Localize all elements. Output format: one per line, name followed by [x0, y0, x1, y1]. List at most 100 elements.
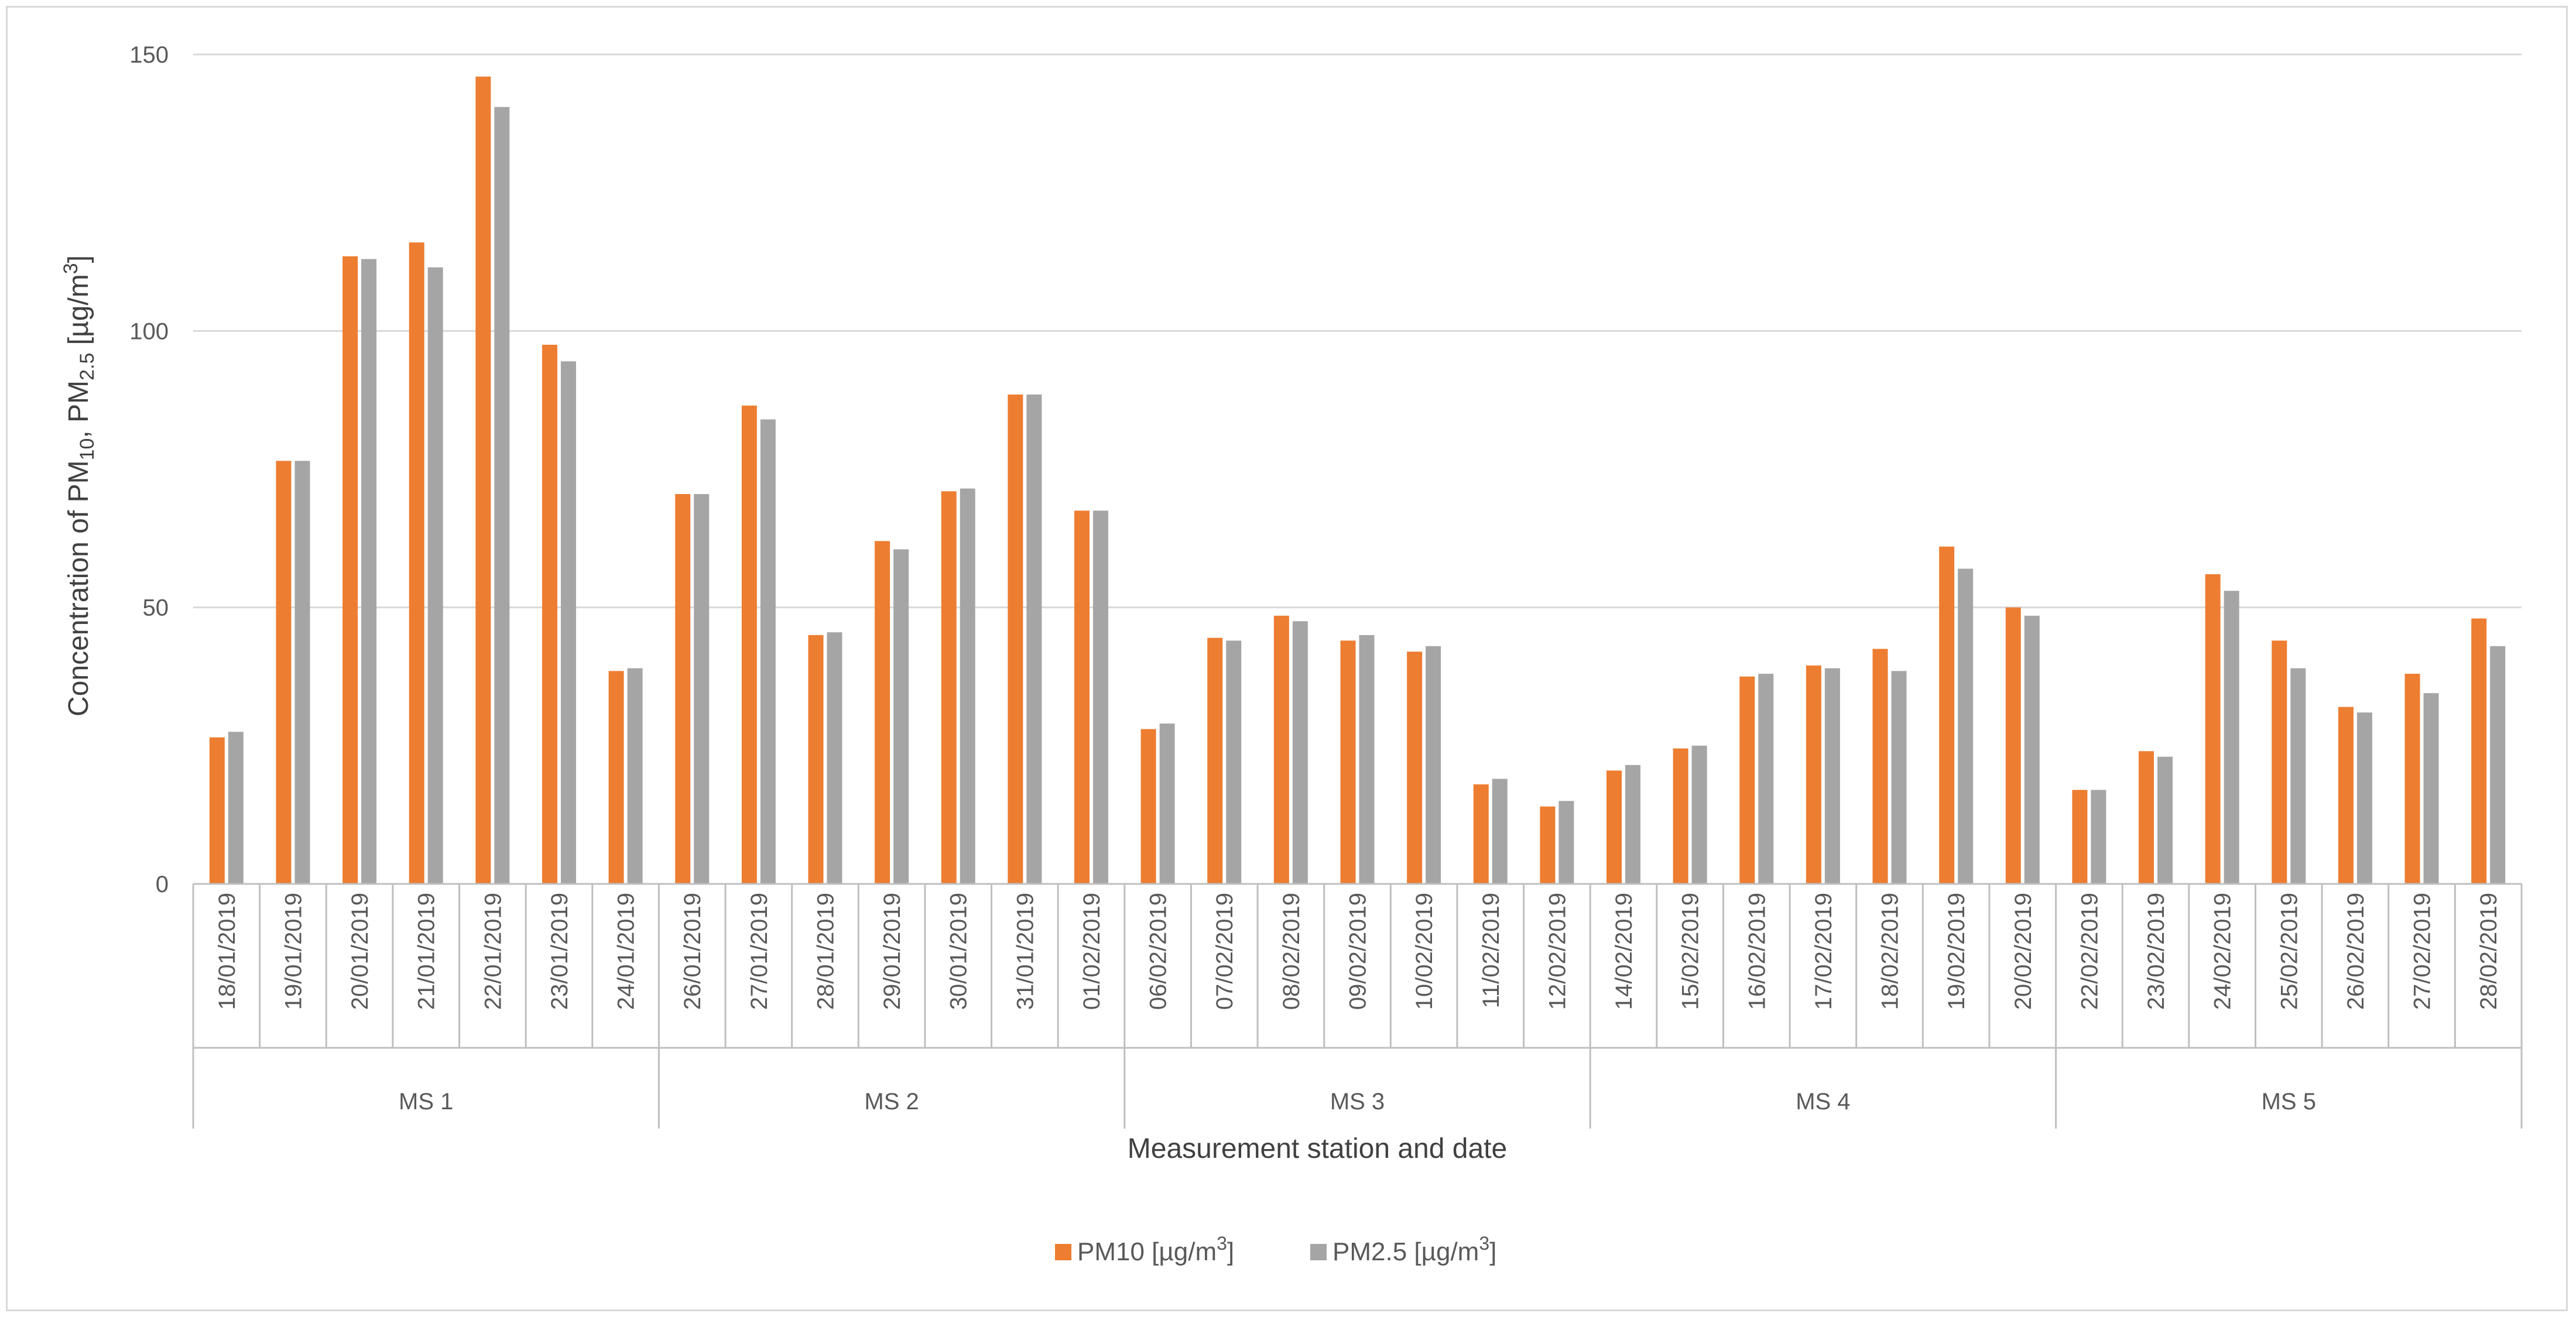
bar-pm25-26/01/2019	[694, 494, 710, 884]
x-tick-label-18/02/2019: 18/02/2019	[1878, 893, 1903, 1010]
legend-label-pm10: PM10 [µg/m3]	[1077, 1233, 1234, 1266]
group-label-MS-5: MS 5	[2262, 1089, 2316, 1115]
bar-pm25-28/02/2019	[2490, 646, 2506, 884]
group-label-MS-2: MS 2	[864, 1089, 919, 1115]
bar-pm25-18/01/2019	[228, 732, 244, 884]
bar-pm10-20/02/2019	[2005, 607, 2021, 884]
x-tick-label-19/01/2019: 19/01/2019	[280, 893, 306, 1010]
bar-pm10-24/02/2019	[2205, 574, 2221, 884]
bar-pm25-12/02/2019	[1558, 801, 1574, 884]
bar-pm25-16/02/2019	[1758, 674, 1774, 884]
x-tick-label-21/01/2019: 21/01/2019	[414, 893, 440, 1010]
x-tick-label-18/01/2019: 18/01/2019	[214, 893, 240, 1010]
bar-pm10-12/02/2019	[1540, 806, 1556, 884]
x-tick-label-11/02/2019: 11/02/2019	[1478, 893, 1504, 1008]
group-label-MS-1: MS 1	[399, 1089, 453, 1115]
bar-pm25-20/02/2019	[2024, 615, 2040, 884]
bar-pm25-19/02/2019	[1958, 568, 1974, 884]
x-tick-label-07/02/2019: 07/02/2019	[1212, 893, 1238, 1010]
bar-pm10-07/02/2019	[1207, 637, 1223, 884]
x-tick-label-14/02/2019: 14/02/2019	[1611, 893, 1637, 1010]
bar-pm25-19/01/2019	[294, 461, 310, 884]
x-axis-title: Measurement station and date	[1128, 1133, 1507, 1164]
bar-pm10-29/01/2019	[875, 541, 890, 884]
x-tick-label-23/02/2019: 23/02/2019	[2143, 893, 2169, 1010]
bar-pm10-27/01/2019	[741, 405, 757, 884]
x-tick-label-28/02/2019: 28/02/2019	[2476, 893, 2502, 1010]
x-tick-label-22/02/2019: 22/02/2019	[2077, 893, 2102, 1010]
x-tick-label-27/02/2019: 27/02/2019	[2410, 893, 2435, 1010]
x-tick-label-31/01/2019: 31/01/2019	[1012, 893, 1038, 1010]
x-tick-label-19/02/2019: 19/02/2019	[1944, 893, 1969, 1010]
bar-pm25-31/01/2019	[1026, 394, 1042, 884]
bar-pm10-31/01/2019	[1008, 394, 1023, 884]
x-tick-label-30/01/2019: 30/01/2019	[946, 893, 972, 1010]
bar-pm25-10/02/2019	[1426, 646, 1441, 884]
x-tick-label-10/02/2019: 10/02/2019	[1412, 893, 1437, 1010]
bar-pm25-22/01/2019	[494, 107, 510, 884]
x-tick-label-25/02/2019: 25/02/2019	[2276, 893, 2302, 1010]
bar-pm25-25/02/2019	[2290, 668, 2306, 884]
bar-pm25-27/01/2019	[760, 419, 776, 884]
bar-pm10-18/02/2019	[1872, 649, 1888, 884]
legend-swatch-pm10	[1055, 1244, 1071, 1260]
y-axis-tick-labels: 0 50 100 150	[129, 42, 169, 897]
legend-label-pm25: PM2.5 [µg/m3]	[1332, 1233, 1496, 1266]
x-tick-label-12/02/2019: 12/02/2019	[1544, 893, 1570, 1010]
bar-pm25-24/02/2019	[2224, 591, 2239, 884]
bar-pm10-17/02/2019	[1806, 665, 1821, 884]
x-tick-label-28/01/2019: 28/01/2019	[813, 893, 838, 1010]
x-tick-label-23/01/2019: 23/01/2019	[547, 893, 573, 1010]
bars	[209, 76, 2506, 884]
x-tick-label-26/01/2019: 26/01/2019	[680, 893, 705, 1010]
bar-pm10-19/01/2019	[276, 461, 292, 884]
x-tick-label-06/02/2019: 06/02/2019	[1146, 893, 1171, 1010]
x-tick-label-27/01/2019: 27/01/2019	[746, 893, 772, 1010]
x-tick-label-22/01/2019: 22/01/2019	[480, 893, 506, 1010]
bar-pm25-09/02/2019	[1359, 635, 1375, 884]
bar-pm10-22/01/2019	[475, 76, 491, 884]
bar-pm10-30/01/2019	[941, 491, 957, 884]
bar-pm10-14/02/2019	[1606, 770, 1622, 884]
bar-pm10-20/01/2019	[342, 256, 358, 884]
group-label-MS-3: MS 3	[1330, 1089, 1385, 1115]
bar-pm25-15/02/2019	[1691, 745, 1707, 884]
bar-pm10-11/02/2019	[1473, 784, 1489, 884]
bar-pm25-21/01/2019	[427, 267, 443, 884]
y-tick-label-100: 100	[129, 318, 169, 344]
bar-pm25-23/02/2019	[2157, 756, 2173, 884]
bar-pm25-22/02/2019	[2091, 790, 2106, 884]
x-tick-label-29/01/2019: 29/01/2019	[879, 893, 905, 1010]
bar-pm25-28/01/2019	[827, 632, 842, 884]
bar-pm10-28/01/2019	[808, 635, 824, 884]
bar-pm10-19/02/2019	[1939, 546, 1955, 884]
bar-pm25-01/02/2019	[1092, 510, 1108, 884]
x-tick-label-20/01/2019: 20/01/2019	[347, 893, 373, 1010]
bar-pm10-01/02/2019	[1074, 510, 1090, 884]
bar-pm10-28/02/2019	[2471, 618, 2487, 884]
bar-pm25-20/01/2019	[361, 259, 377, 884]
bar-pm10-16/02/2019	[1739, 676, 1755, 884]
legend-swatch-pm25	[1310, 1244, 1327, 1260]
bar-pm10-26/02/2019	[2338, 707, 2354, 884]
bar-pm25-07/02/2019	[1226, 640, 1242, 884]
x-tick-label-09/02/2019: 09/02/2019	[1345, 893, 1371, 1010]
bar-pm10-22/02/2019	[2072, 790, 2088, 884]
x-tick-label-24/01/2019: 24/01/2019	[614, 893, 639, 1010]
y-tick-label-50: 50	[143, 595, 169, 621]
x-tick-label-08/02/2019: 08/02/2019	[1279, 893, 1304, 1010]
x-tick-label-26/02/2019: 26/02/2019	[2343, 893, 2369, 1010]
bar-pm10-23/02/2019	[2139, 751, 2154, 884]
bar-pm25-11/02/2019	[1492, 779, 1508, 884]
bar-pm10-26/01/2019	[675, 494, 691, 884]
bar-pm10-24/01/2019	[608, 671, 624, 884]
bar-pm25-14/02/2019	[1625, 764, 1641, 884]
bar-pm25-17/02/2019	[1824, 668, 1840, 884]
bar-pm25-18/02/2019	[1891, 671, 1907, 884]
y-tick-label-0: 0	[156, 872, 169, 897]
bar-pm10-15/02/2019	[1673, 748, 1688, 884]
legend: PM10 [µg/m3] PM2.5 [µg/m3]	[1055, 1233, 1496, 1266]
bar-pm25-30/01/2019	[960, 488, 975, 884]
y-tick-label-150: 150	[129, 42, 169, 68]
